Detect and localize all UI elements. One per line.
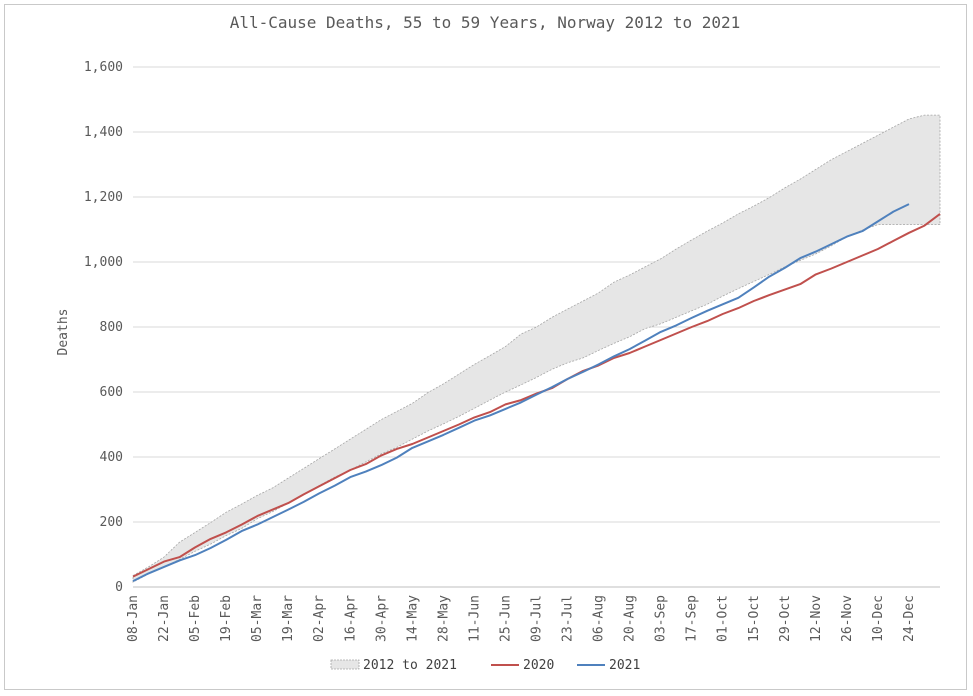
legend-swatch-range	[330, 659, 360, 670]
y-tick-label: 1,600	[84, 60, 123, 75]
x-tick-label: 11-Jun	[467, 595, 482, 642]
y-axis-label: Deaths	[56, 309, 71, 356]
x-tick-label: 22-Jan	[157, 595, 172, 642]
x-tick-label: 28-May	[436, 595, 451, 642]
y-tick-label: 0	[115, 580, 123, 595]
legend-label-2020: 2020	[523, 658, 554, 673]
x-tick-label: 08-Jan	[126, 595, 141, 642]
legend-label-2021: 2021	[609, 658, 640, 673]
x-tick-label: 24-Dec	[902, 595, 917, 642]
chart-title: All-Cause Deaths, 55 to 59 Years, Norway…	[230, 13, 741, 32]
x-tick-label: 09-Jul	[530, 595, 545, 642]
x-tick-label: 16-Apr	[343, 595, 358, 642]
legend-label-range: 2012 to 2021	[363, 658, 457, 673]
x-tick-label: 19-Mar	[281, 595, 296, 642]
y-tick-label: 400	[100, 450, 123, 465]
y-tick-label: 1,200	[84, 190, 123, 205]
x-tick-label: 20-Aug	[623, 595, 638, 642]
x-tick-label: 03-Sep	[654, 595, 669, 642]
x-tick-labels: 08-Jan 22-Jan 05-Feb 19-Feb 05-Mar 19-Mar 02-A…	[126, 595, 917, 642]
x-tick-label: 29-Oct	[778, 595, 793, 642]
chart-canvas: All-Cause Deaths, 55 to 59 Years, Norway…	[56, 13, 941, 673]
range-band-2012-2021	[132, 114, 941, 583]
series-lines-layer	[132, 203, 941, 582]
x-tick-label: 19-Feb	[219, 595, 234, 642]
x-tick-label: 30-Apr	[374, 595, 389, 642]
y-tick-labels: 0 200 400 600 800 1,000 1,200 1,400 1,600	[84, 60, 123, 595]
x-tick-label: 02-Apr	[312, 595, 327, 642]
y-tick-label: 800	[100, 320, 123, 335]
x-tick-label: 01-Oct	[716, 595, 731, 642]
y-tick-label: 200	[100, 515, 123, 530]
chart-frame: All-Cause Deaths, 55 to 59 Years, Norway…	[4, 4, 967, 690]
x-tick-label: 25-Jun	[498, 595, 513, 642]
series-line-2021	[132, 203, 910, 582]
x-tick-label: 23-Jul	[561, 595, 576, 642]
legend: 2012 to 2021 2020 2021	[330, 658, 640, 673]
x-tick-label: 14-May	[405, 595, 420, 642]
y-tick-label: 1,000	[84, 255, 123, 270]
x-tick-label: 06-Aug	[592, 595, 607, 642]
y-tick-label: 600	[100, 385, 123, 400]
range-band-layer	[132, 114, 941, 583]
x-tick-label: 05-Mar	[250, 595, 265, 642]
y-tick-label: 1,400	[84, 125, 123, 140]
x-tick-label: 17-Sep	[685, 595, 700, 642]
x-tick-label: 15-Oct	[747, 595, 762, 642]
x-tick-label: 05-Feb	[188, 595, 203, 642]
x-tick-label: 26-Nov	[840, 595, 855, 642]
x-tick-label: 10-Dec	[871, 595, 886, 642]
x-tick-label: 12-Nov	[809, 595, 824, 642]
